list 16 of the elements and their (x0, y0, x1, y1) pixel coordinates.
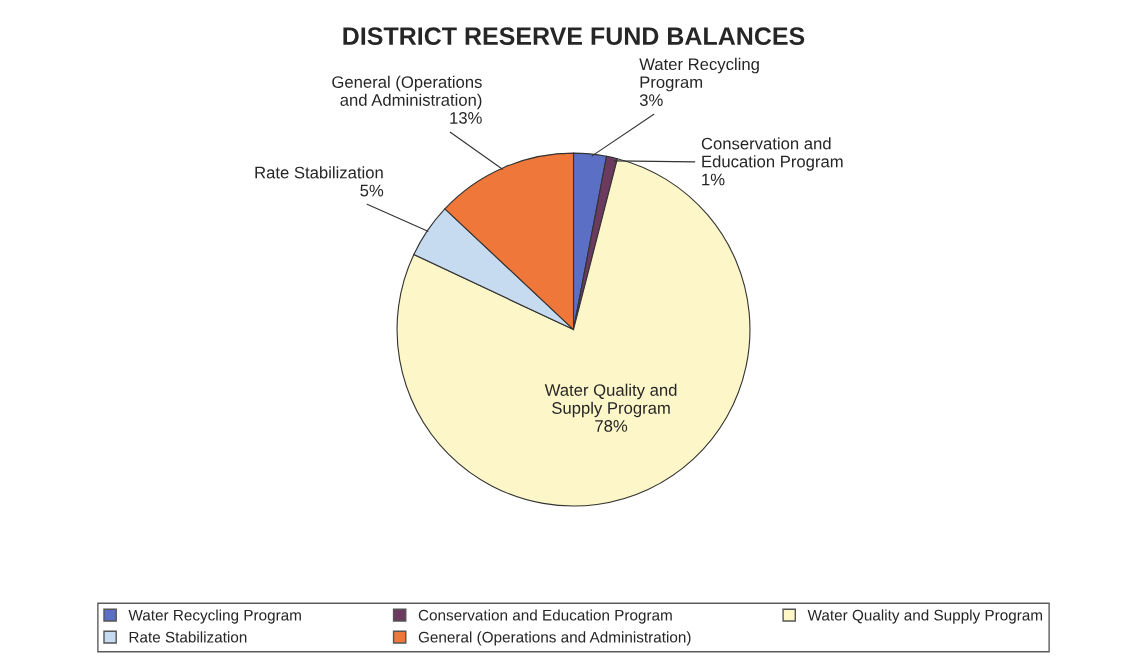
slice-label: Rate Stabilization (255, 166, 383, 179)
slice-label: Water Recycling Program (639, 57, 759, 92)
slice-label: Conservation and Education Program (701, 137, 843, 171)
slice-label: Water Quality and Supply Program (544, 383, 677, 418)
legend-label: Conservation and Education Program (418, 609, 672, 624)
data-label: 3% (639, 94, 663, 106)
legend-label: Water Quality and Supply Program (807, 609, 1043, 624)
chart-title: DISTRICT RESERVE FUND BALANCES (343, 27, 805, 45)
data-label: 13% (450, 112, 482, 124)
data-label: 5% (360, 184, 384, 197)
legend-label: Water Recycling Program (128, 609, 301, 624)
data-label: 78% (595, 420, 628, 432)
legend-label: General (Operations and Administration) (418, 631, 691, 646)
data-label: 1% (702, 173, 725, 186)
slice-label: General (Operations and Administration) (332, 75, 482, 110)
legend-label: Rate Stabilization (129, 631, 247, 643)
